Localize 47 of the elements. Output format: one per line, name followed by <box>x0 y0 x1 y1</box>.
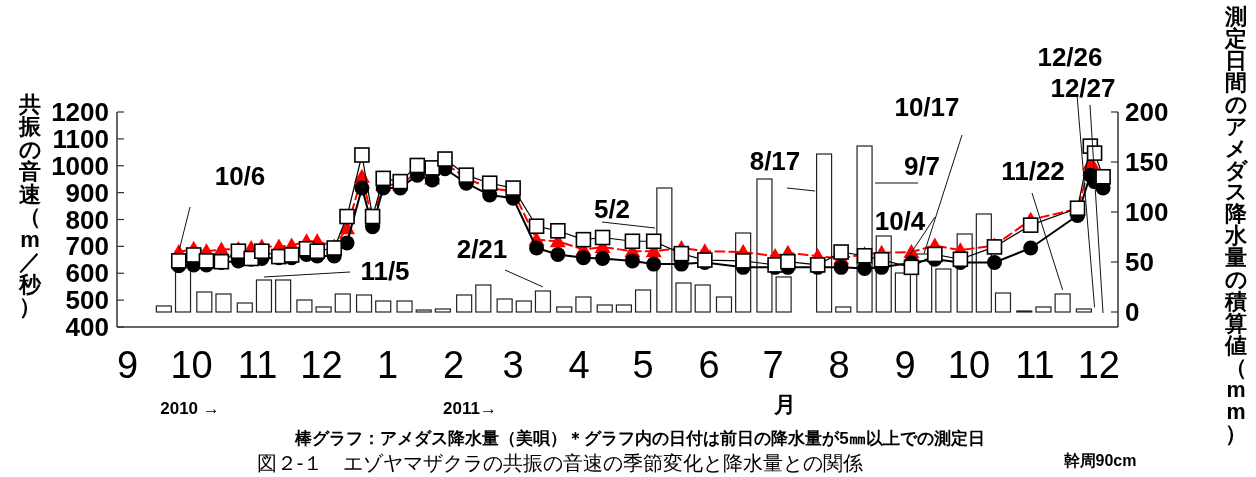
x-tick-label: 12 <box>300 344 343 386</box>
x-tick-label: 9 <box>117 344 139 386</box>
y2-tick-label: 50 <box>1125 247 1154 277</box>
x-tick-label: 10 <box>170 344 213 386</box>
x-tick-label: 9 <box>894 344 916 386</box>
x-tick-label: 11 <box>1015 344 1055 386</box>
x-tick-label: 6 <box>698 344 720 386</box>
y2-tick-label: 200 <box>1125 97 1169 127</box>
x-axis-title: 月 <box>773 392 796 417</box>
x-tick-label: 4 <box>568 344 590 386</box>
x-tick-label: 11 <box>237 344 278 386</box>
annotation: 8/17 <box>749 146 816 192</box>
annotation: 2/21 <box>456 234 508 264</box>
x-tick-label: 8 <box>828 344 850 386</box>
text: 図２-１ エゾヤマザクラの共振の音速の季節変化と降水量との関係 <box>256 452 864 474</box>
x-tick-label: 5 <box>632 344 654 386</box>
annotation: 11/5 <box>263 256 410 286</box>
y2-axis-title: 測定日間のアメダス降水量の積算値（mm） <box>1224 5 1248 446</box>
x-tick-label: 7 <box>762 344 784 386</box>
x-tick-label: 3 <box>502 344 524 386</box>
annotation: 2011→ <box>443 399 497 418</box>
annotation: 10/6 <box>178 161 266 253</box>
annotation: 10/17 <box>894 92 960 122</box>
y2-tick-label: 0 <box>1125 297 1140 327</box>
annotation: 12/26 <box>1037 42 1103 72</box>
y-axis-title: 共振の音速（m／秒） <box>18 92 42 319</box>
x-tick-label: 2 <box>442 344 465 386</box>
annotation: 2/21 <box>456 234 544 288</box>
annotation: 10/6 <box>214 161 266 191</box>
annotation: 11/5 <box>360 256 410 286</box>
annotation: 幹周90cm <box>1063 452 1137 469</box>
x-tick-label: 1 <box>376 344 399 386</box>
annotation: 10/4 <box>874 206 936 266</box>
x-tick-label: 12 <box>1077 344 1120 386</box>
y2-tick-label: 150 <box>1125 147 1169 177</box>
annotation: 5/2 <box>593 194 656 229</box>
annotation: 棒グラフ：アメダス降水量（美唄）＊グラフ内の日付は前日の降水量が5㎜以上での測定日 <box>295 429 985 448</box>
y2-tick-label: 100 <box>1125 197 1169 227</box>
annotation: 11/22 <box>1001 156 1065 291</box>
x-tick-label: 10 <box>947 344 991 386</box>
annotation: 8/17 <box>749 146 801 176</box>
annotation: 9/7 <box>903 151 941 181</box>
annotation: 11/22 <box>1001 156 1065 186</box>
annotation: 9/7 <box>874 151 941 184</box>
annotation: 2010 → <box>160 399 220 418</box>
annotation: 5/2 <box>593 194 631 224</box>
annotation: 10/4 <box>874 206 926 236</box>
